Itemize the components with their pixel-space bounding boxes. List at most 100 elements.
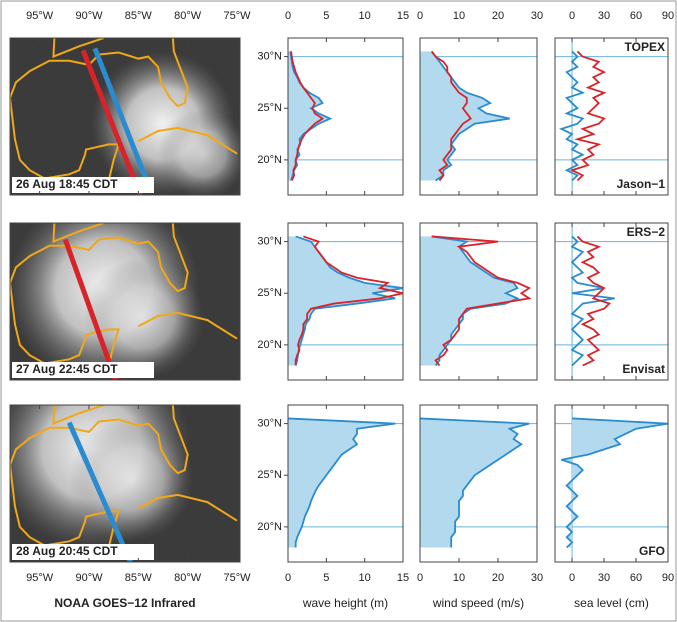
profile-line [290, 51, 325, 181]
coastline [52, 223, 105, 244]
profile-line [431, 235, 532, 367]
caption-box [12, 177, 154, 193]
map-panel: 26 Aug 18:45 CDT [10, 38, 240, 195]
legend-entry: GFO [639, 544, 665, 558]
x-tick-label: 80°W [174, 10, 202, 22]
legend-entry: TOPEX [625, 40, 665, 54]
panel-frame [554, 404, 669, 563]
x-tick-label: 90°W [75, 572, 103, 584]
y-tick-label: 20°N [257, 339, 282, 351]
y-tick-label: 25°N [257, 102, 282, 114]
x-tick-label: 15 [397, 10, 409, 22]
storm-cloud [83, 258, 204, 379]
coastline [137, 126, 238, 155]
x-tick-label: 5 [323, 10, 329, 22]
profile-area [288, 236, 403, 366]
storm-cloud [69, 417, 194, 542]
coastline [10, 223, 189, 293]
x-tick-label: 75°W [224, 572, 252, 584]
profile-line [576, 235, 612, 367]
x-tick-label: 80°W [174, 572, 202, 584]
legend-entry: Envisat [622, 362, 665, 376]
x-tick-label: 10 [453, 10, 465, 22]
y-tick-label: 20°N [257, 521, 282, 533]
profile-line [430, 50, 472, 182]
profile-area [288, 51, 331, 181]
x-tick-label: 10 [359, 572, 371, 584]
coastline [52, 405, 105, 426]
profile-line [294, 235, 404, 366]
x-tick-label: 5 [323, 572, 329, 584]
map-caption: 27 Aug 22:45 CDT [16, 362, 118, 376]
y-tick-label: 25°N [257, 469, 282, 481]
x-tick-label: 95°W [26, 10, 54, 22]
ground-track [92, 47, 153, 191]
x-axis-label: wind speed (m/s) [432, 596, 524, 610]
profile-line [569, 50, 607, 182]
y-tick-label: 20°N [257, 154, 282, 166]
x-tick-label: 60 [630, 10, 642, 22]
legend-entry: Jason−1 [617, 177, 666, 191]
x-tick-label: 90 [662, 572, 674, 584]
coastline [10, 38, 189, 108]
map-panel: 28 Aug 20:45 CDT [10, 405, 240, 562]
x-axis-label: wave height (m) [302, 596, 388, 610]
map-frame [9, 222, 241, 381]
profile-area [561, 418, 668, 548]
x-tick-label: 0 [285, 572, 291, 584]
map-caption: 28 Aug 20:45 CDT [16, 544, 118, 558]
x-tick-label: 60 [630, 572, 642, 584]
x-tick-label: 0 [569, 572, 575, 584]
legend-entry: ERS−2 [627, 225, 666, 239]
coastline [10, 282, 120, 366]
x-tick-label: 95°W [26, 572, 54, 584]
x-tick-label: 90°W [75, 10, 103, 22]
x-tick-label: 20 [492, 10, 504, 22]
profile-area [420, 418, 530, 548]
x-tick-label: 30 [531, 572, 543, 584]
x-tick-label: 90 [662, 10, 674, 22]
profile-area [420, 51, 510, 181]
profile-line [287, 417, 396, 548]
y-tick-label: 30°N [257, 235, 282, 247]
ground-track [62, 238, 118, 380]
x-tick-label: 20 [492, 572, 504, 584]
x-tick-label: 75°W [224, 10, 252, 22]
ground-track [66, 421, 133, 562]
x-tick-label: 0 [417, 572, 423, 584]
coastline [137, 311, 238, 340]
coastline [52, 38, 105, 59]
panel-frame [419, 404, 538, 563]
y-tick-label: 25°N [257, 287, 282, 299]
profile-line [419, 417, 530, 548]
x-tick-label: 15 [397, 572, 409, 584]
x-tick-label: 30 [598, 10, 610, 22]
panel-frame [287, 222, 404, 381]
profile-area [288, 418, 396, 548]
x-tick-label: 10 [359, 10, 371, 22]
caption-box [12, 362, 154, 378]
panel-frame [554, 37, 669, 196]
panel-background [555, 223, 668, 380]
x-tick-label: 30 [598, 572, 610, 584]
x-tick-label: 30 [531, 10, 543, 22]
panel-frame [419, 37, 538, 196]
panel-frame [554, 222, 669, 381]
ground-track [80, 49, 143, 195]
map-frame [9, 404, 241, 563]
caption-box [12, 544, 154, 560]
panel-frame [419, 222, 538, 381]
y-tick-label: 30°N [257, 417, 282, 429]
x-axis-label: sea level (cm) [574, 596, 649, 610]
panel-frame [287, 404, 404, 563]
storm-cloud [158, 108, 240, 195]
coastline [10, 464, 120, 548]
y-tick-label: 30°N [257, 50, 282, 62]
x-tick-label: 85°W [125, 10, 153, 22]
map-frame [9, 37, 241, 196]
x-tick-label: 0 [417, 10, 423, 22]
x-tick-label: 10 [453, 572, 465, 584]
profile-line [561, 417, 669, 549]
